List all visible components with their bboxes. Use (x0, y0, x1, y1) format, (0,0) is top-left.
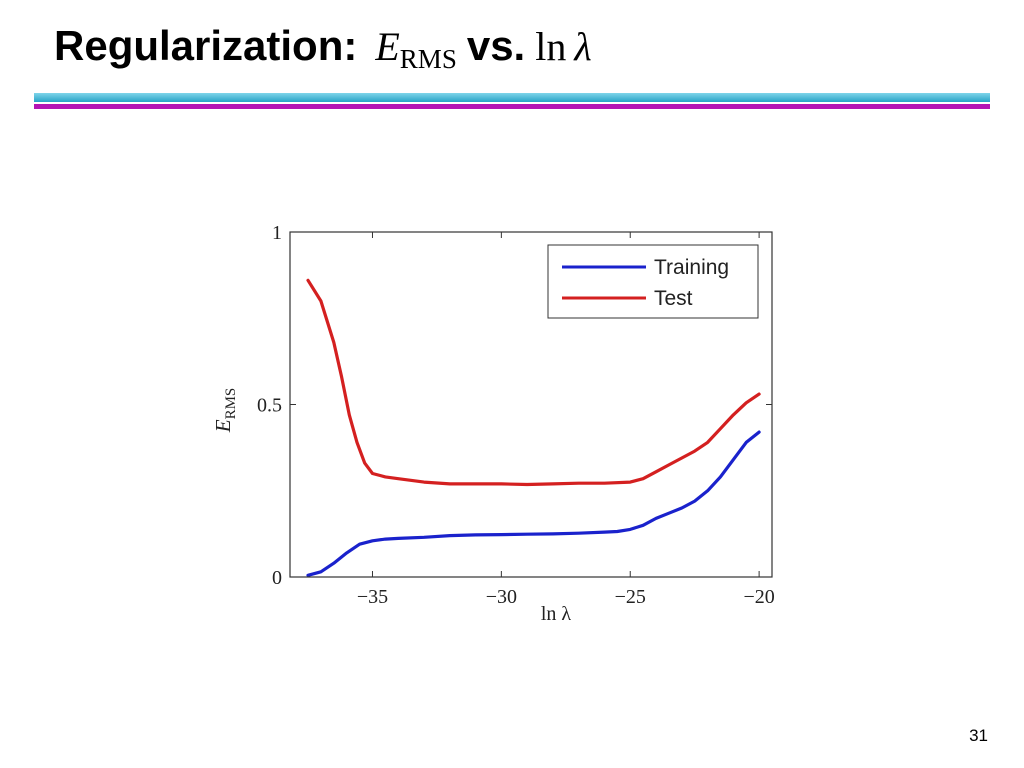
x-tick-label: −20 (743, 586, 774, 608)
y-tick-label: 1 (272, 222, 282, 244)
legend-box (547, 244, 759, 319)
title-math-lnlambda: ln λ (535, 23, 591, 70)
title-math-lambda: λ (574, 24, 592, 69)
x-tick-label: −30 (486, 586, 517, 608)
x-axis-label: ln λ (541, 603, 572, 625)
y-tick-label: 0 (272, 567, 282, 589)
title-math-ln: ln (535, 24, 567, 69)
series-line-training (306, 430, 761, 577)
title-math-rms: RMS (399, 44, 457, 74)
page-number: 31 (969, 726, 988, 745)
title-text: Regularization: (54, 22, 358, 69)
slide-title: Regularization: ERMS vs. ln λ (54, 22, 592, 78)
legend-label-test: Test (654, 287, 693, 310)
y-axis-label: ERMS (211, 388, 239, 434)
legend-label-training: Training (654, 256, 729, 279)
erms-chart: −35 −30 −25 −20 0 0.5 1 ln λ ERMS Training Te… (211, 222, 775, 625)
y-tick-label: 0.5 (257, 395, 282, 417)
chart-container: −35 −30 −25 −20 0 0.5 1 ln λ ERMS Training Te… (190, 210, 800, 640)
svg-text:ERMS: ERMS (211, 388, 239, 434)
legend: Training Test (547, 244, 759, 319)
title-divider-magenta (34, 104, 990, 109)
y-axis-label-sub: RMS (223, 388, 239, 420)
x-tick-label: −25 (615, 586, 646, 608)
title-vs: vs. (466, 22, 526, 69)
title-math-erms: ERMS (375, 23, 456, 74)
series-line-test (306, 278, 761, 487)
y-axis-label-main: E (211, 419, 235, 433)
title-math-e: E (375, 24, 400, 69)
title-divider-cyan (34, 93, 990, 102)
x-tick-label: −35 (357, 586, 388, 608)
